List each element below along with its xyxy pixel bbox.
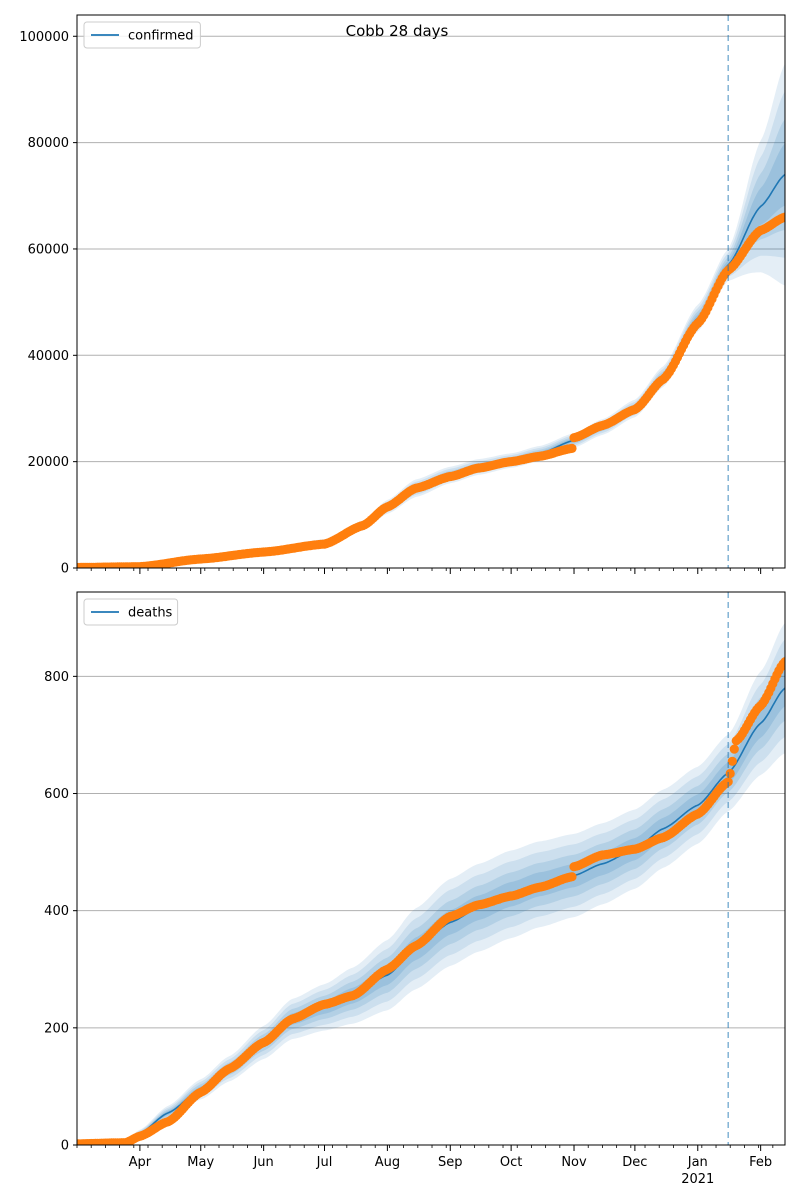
y-tick-label: 400 — [44, 904, 69, 919]
x-tick-label: Oct — [500, 1155, 522, 1170]
confirmed-panel: 0 20000 40000 60000 80000 100000 confirmed — [19, 14, 786, 577]
x-tick-label: Nov — [561, 1155, 587, 1170]
x-tick-label: Jul — [316, 1155, 333, 1170]
x-tick-label: Dec — [622, 1155, 647, 1170]
y-tick-label: 60000 — [28, 242, 69, 257]
x-tick-label: Sep — [438, 1155, 463, 1170]
x-tick-label: Jan — [687, 1155, 708, 1170]
x-tick-label: Aug — [375, 1155, 400, 1170]
observed-point — [729, 744, 739, 754]
observed-point — [780, 212, 785, 222]
y-tick-label: 200 — [44, 1021, 69, 1036]
y-tick-label: 80000 — [28, 136, 69, 151]
legend-label: confirmed — [128, 29, 194, 44]
y-tick-label: 0 — [61, 562, 69, 577]
observed-point — [725, 768, 735, 779]
observed-point — [780, 657, 785, 667]
observed-point — [723, 777, 733, 787]
y-tick-label: 800 — [44, 670, 69, 685]
x-tick-year-label: 2021 — [681, 1172, 714, 1187]
figure-title: Cobb 28 days — [346, 22, 449, 40]
observed-point — [567, 443, 577, 453]
plot-area — [77, 63, 785, 568]
legend-box — [83, 598, 179, 626]
y-tick-label: 40000 — [28, 349, 69, 364]
legend: deaths — [83, 598, 179, 626]
x-tick-label: Jun — [252, 1155, 273, 1170]
y-tick-label: 600 — [44, 787, 69, 802]
observed-point — [567, 872, 577, 882]
y-tick-label: 0 — [61, 1139, 69, 1154]
x-tick-label: Feb — [749, 1155, 772, 1170]
x-tick-label: May — [187, 1155, 214, 1170]
legend: confirmed — [83, 21, 201, 49]
y-tick-label: 20000 — [28, 455, 69, 470]
x-tick-label: Apr — [129, 1155, 152, 1170]
legend-label: deaths — [128, 606, 173, 621]
y-tick-label: 100000 — [19, 30, 69, 45]
axes-frame — [76, 14, 786, 569]
observed-point — [727, 756, 737, 766]
plot-area — [77, 622, 785, 1145]
deaths-panel: 0 200 400 600 800 Apr May Jun Jul Aug Sep Oct Nov Dec… — [44, 591, 786, 1187]
axes-frame — [76, 591, 786, 1146]
legend-box — [83, 21, 201, 49]
